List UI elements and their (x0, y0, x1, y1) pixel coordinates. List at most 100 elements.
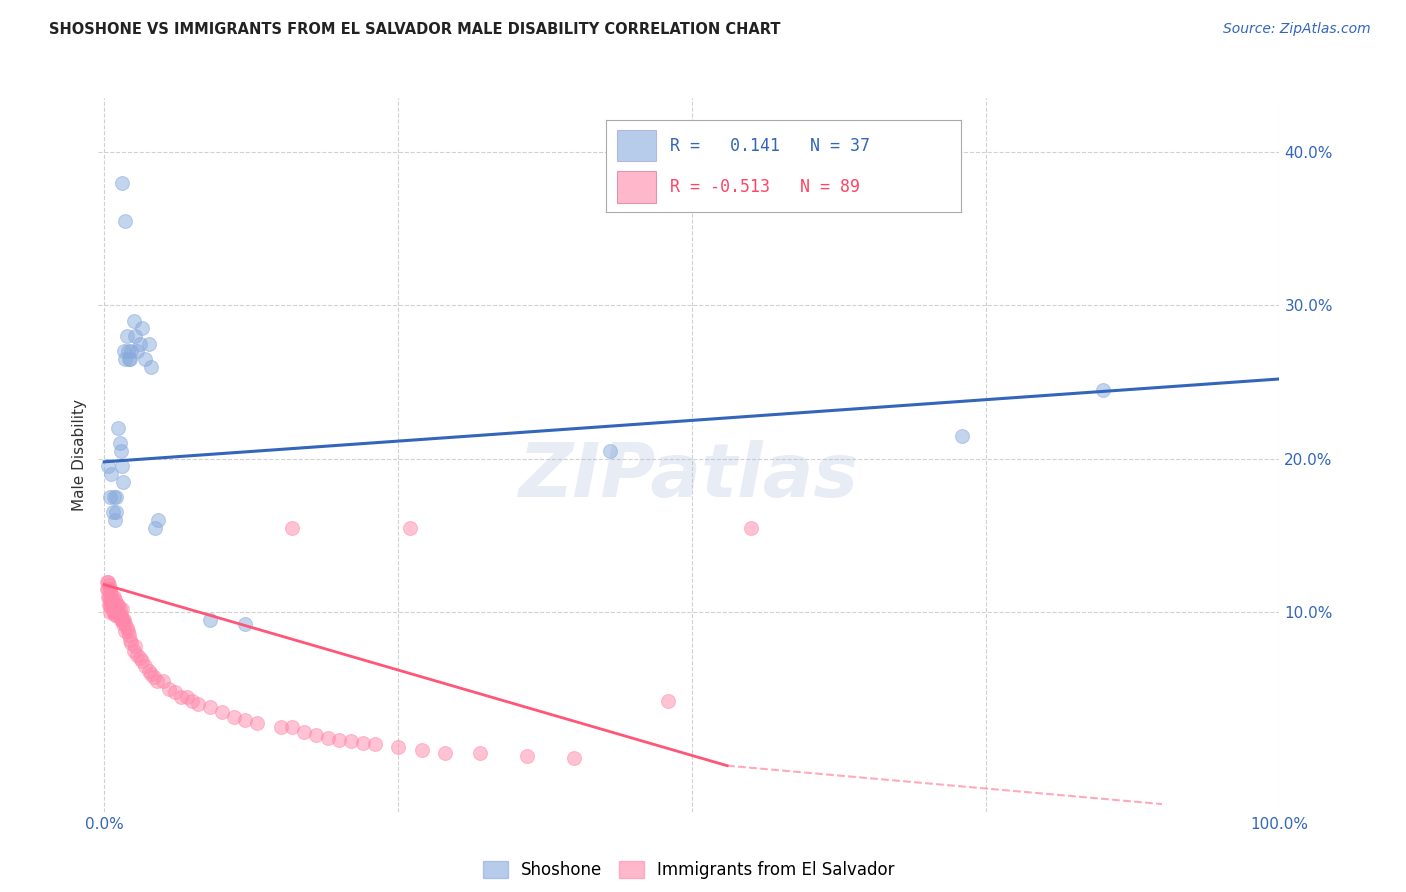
Text: SHOSHONE VS IMMIGRANTS FROM EL SALVADOR MALE DISABILITY CORRELATION CHART: SHOSHONE VS IMMIGRANTS FROM EL SALVADOR … (49, 22, 780, 37)
Point (124, 329, 146, 343)
Point (112, 617, 135, 632)
Point (111, 613, 134, 627)
Point (104, 513, 127, 527)
Point (470, 747, 492, 761)
Point (134, 351, 156, 366)
Point (105, 598, 128, 612)
Point (138, 664, 160, 678)
Point (101, 593, 124, 607)
Text: ZIPatlas: ZIPatlas (519, 440, 859, 513)
Point (103, 590, 125, 604)
Point (98, 587, 121, 601)
Point (100, 467, 122, 482)
Point (143, 521, 166, 535)
Point (233, 713, 256, 727)
Point (157, 681, 180, 696)
Point (281, 521, 304, 535)
Point (270, 720, 292, 734)
Point (163, 685, 186, 699)
Point (142, 670, 165, 684)
Point (117, 344, 139, 359)
Point (114, 624, 136, 638)
Point (170, 690, 193, 704)
Point (100, 587, 122, 601)
Point (120, 351, 142, 366)
Point (198, 613, 221, 627)
Point (100, 598, 122, 612)
Point (434, 747, 457, 761)
Point (152, 674, 174, 689)
Point (105, 605, 128, 619)
Point (104, 598, 127, 612)
Point (564, 751, 586, 765)
Point (599, 444, 621, 458)
Point (96, 582, 118, 597)
Point (98, 598, 121, 612)
Point (1092, 383, 1115, 397)
Point (340, 734, 363, 748)
Point (118, 628, 141, 642)
Point (740, 521, 762, 535)
Point (181, 694, 204, 708)
Point (97, 582, 120, 597)
Point (281, 720, 304, 734)
Point (118, 351, 141, 366)
Point (124, 639, 146, 653)
Point (98, 577, 121, 591)
Point (97, 590, 120, 604)
Point (141, 359, 163, 374)
Point (211, 705, 233, 719)
Point (387, 740, 409, 755)
Point (128, 336, 150, 351)
Point (131, 654, 153, 668)
Point (104, 608, 127, 623)
Point (107, 598, 129, 612)
Point (411, 743, 433, 757)
Point (398, 521, 420, 535)
Point (103, 605, 125, 619)
Point (120, 636, 142, 650)
Point (112, 475, 135, 489)
Point (105, 605, 128, 619)
Text: Source: ZipAtlas.com: Source: ZipAtlas.com (1223, 22, 1371, 37)
Point (128, 651, 150, 665)
Point (101, 598, 124, 612)
Point (112, 344, 135, 359)
Point (96, 574, 118, 589)
Point (657, 694, 679, 708)
Point (107, 421, 129, 435)
Point (146, 674, 169, 689)
Point (103, 490, 125, 504)
Y-axis label: Male Disability: Male Disability (72, 399, 87, 511)
Point (141, 666, 163, 681)
Point (305, 728, 328, 742)
Point (101, 506, 124, 520)
Point (98, 490, 121, 504)
Point (110, 613, 132, 627)
Point (104, 593, 127, 607)
Point (950, 428, 973, 442)
Point (112, 613, 135, 627)
Point (117, 624, 139, 638)
Point (122, 643, 145, 657)
Point (222, 709, 245, 723)
Point (114, 214, 136, 228)
Point (105, 598, 128, 612)
Point (233, 617, 256, 632)
Point (105, 506, 128, 520)
Point (148, 513, 170, 527)
Point (108, 608, 131, 623)
Point (98, 582, 121, 597)
Point (98, 598, 121, 612)
Point (363, 737, 385, 751)
Point (97, 459, 120, 474)
Point (97, 574, 120, 589)
Point (115, 329, 138, 343)
Point (187, 698, 209, 712)
Point (352, 736, 374, 750)
Point (127, 648, 149, 663)
Point (198, 700, 221, 714)
Point (138, 336, 160, 351)
Point (110, 608, 132, 623)
Point (105, 490, 128, 504)
